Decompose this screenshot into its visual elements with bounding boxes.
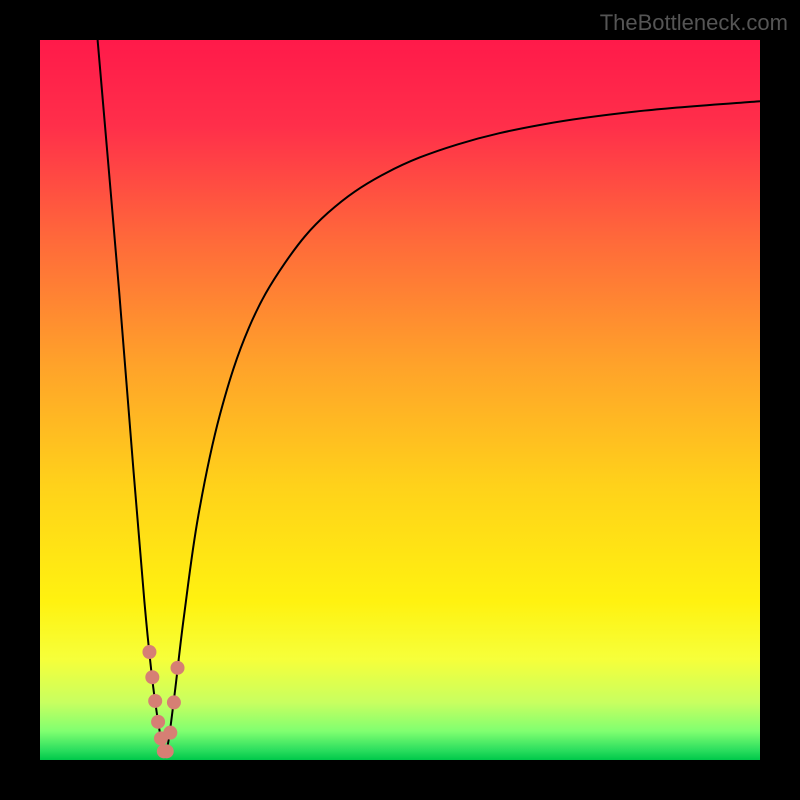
datapoint-marker (163, 726, 177, 740)
bottleneck-curve-left (98, 40, 166, 755)
datapoint-marker (148, 694, 162, 708)
datapoint-marker (167, 695, 181, 709)
datapoint-marker (160, 744, 174, 758)
datapoint-marker (151, 715, 165, 729)
plot-area (40, 40, 760, 760)
datapoint-markers (142, 645, 184, 758)
datapoint-marker (145, 670, 159, 684)
datapoint-marker (171, 661, 185, 675)
bottleneck-curve-right (165, 101, 760, 755)
datapoint-marker (142, 645, 156, 659)
watermark: TheBottleneck.com (600, 10, 788, 36)
chart-curve-layer (40, 40, 760, 760)
